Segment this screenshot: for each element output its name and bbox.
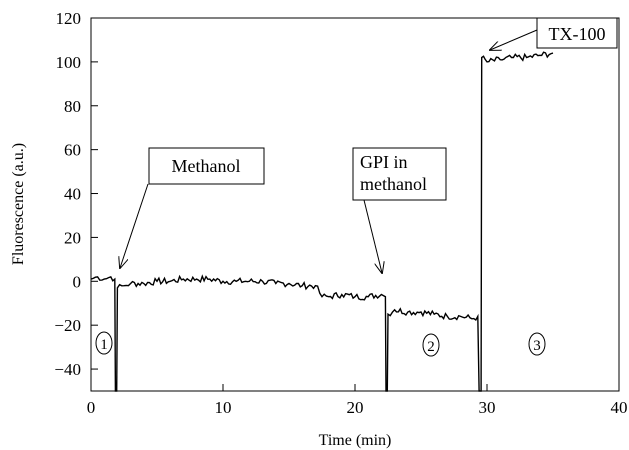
y-tick-label: 40 — [64, 185, 81, 204]
y-tick-label: 80 — [64, 97, 81, 116]
y-tick-label: 20 — [64, 228, 81, 247]
annotation-tx100: TX-100 — [490, 17, 618, 50]
y-axis-label: Fluorescence (a.u.) — [10, 143, 27, 265]
annotation-gpi-text-line2: methanol — [360, 174, 427, 194]
y-axis: −40 −20 0 20 40 60 80 100 120 — [54, 9, 98, 379]
fluorescence-trace — [90, 51, 554, 392]
plot-frame — [90, 17, 620, 392]
annotation-gpi: GPI in methanol — [352, 147, 447, 273]
x-tick-label: 40 — [611, 398, 628, 417]
annotation-gpi-arrow — [363, 199, 382, 273]
y-tick-label: 100 — [56, 53, 82, 72]
x-tick-label: 0 — [87, 398, 96, 417]
annotation-methanol-arrow — [120, 183, 149, 268]
y-tick-label: −20 — [54, 316, 81, 335]
region-label-3-text: 3 — [533, 338, 541, 354]
x-tick-label: 20 — [347, 398, 364, 417]
y-tick-label: 0 — [73, 272, 82, 291]
x-tick-label: 10 — [215, 398, 232, 417]
annotation-tx100-text: TX-100 — [549, 24, 606, 44]
region-label-1-text: 1 — [100, 337, 108, 353]
annotation-gpi-text-line1: GPI in — [360, 152, 408, 172]
annotation-methanol-text: Methanol — [172, 156, 241, 176]
y-tick-label: 120 — [56, 9, 82, 28]
region-label-2-text: 2 — [427, 339, 435, 355]
region-label-2: 2 — [422, 333, 440, 357]
region-label-3: 3 — [528, 332, 546, 356]
x-axis: 0 10 20 30 40 — [87, 384, 628, 417]
x-axis-label: Time (min) — [319, 432, 392, 449]
y-tick-label: 60 — [64, 141, 81, 160]
x-tick-label: 30 — [479, 398, 496, 417]
region-label-1: 1 — [95, 331, 113, 355]
annotation-tx100-arrow — [490, 29, 538, 50]
y-tick-label: −40 — [54, 360, 81, 379]
annotation-methanol: Methanol — [120, 147, 265, 268]
